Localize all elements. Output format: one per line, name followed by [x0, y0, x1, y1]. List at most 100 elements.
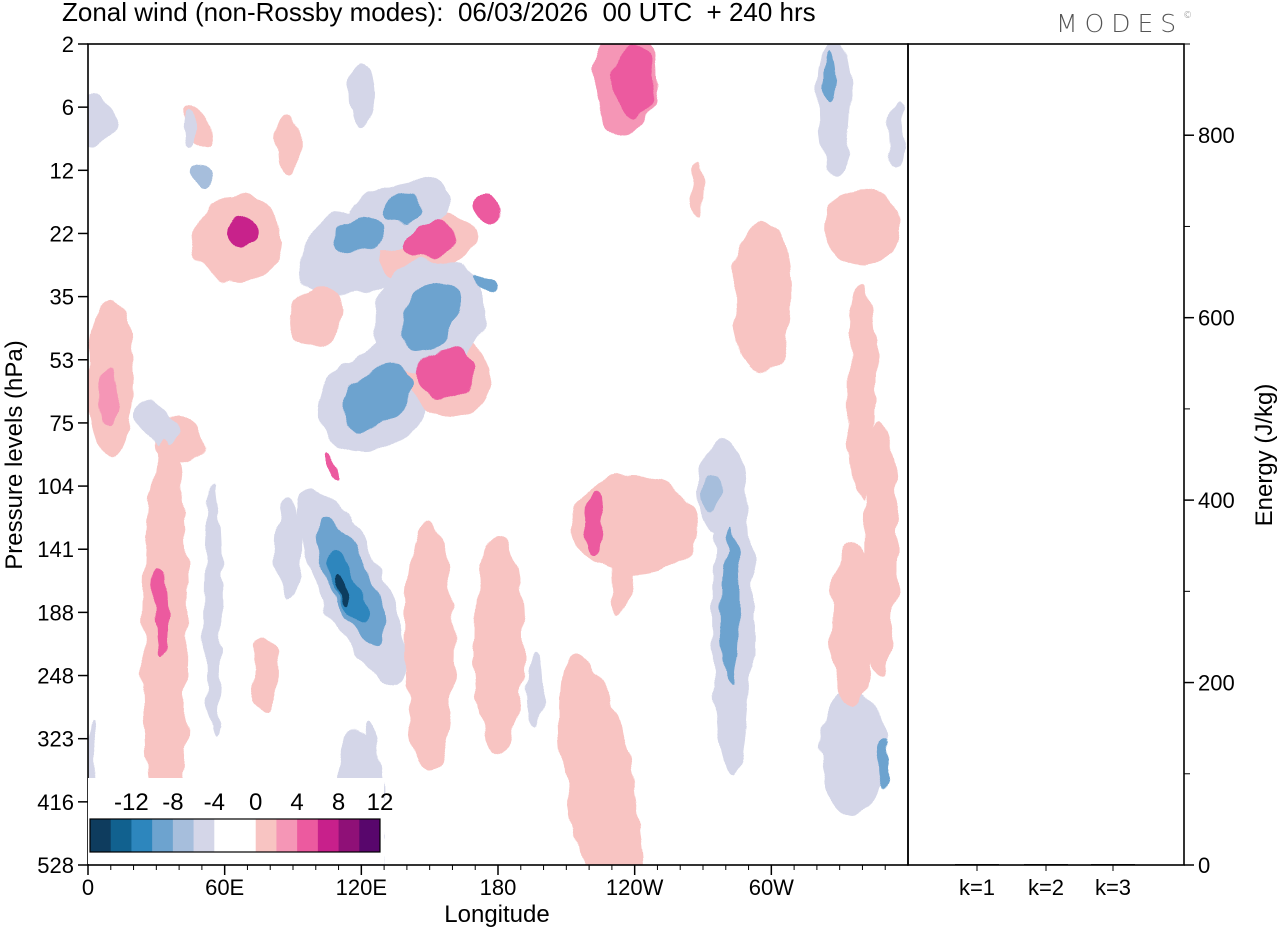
y-tick-label: 75: [50, 411, 74, 436]
energy-axis-title: Energy (J/kg): [1251, 384, 1278, 527]
colorbar-label: -4: [204, 789, 225, 816]
heatmap-cell: [472, 533, 524, 755]
colorbar-swatch: [193, 819, 215, 852]
heatmap-cell: [384, 192, 421, 225]
heatmap-cell: [472, 274, 501, 294]
y-tick-label: 141: [37, 537, 74, 562]
logo-mark: ©: [1183, 11, 1193, 21]
colorbar-swatch: [235, 819, 257, 852]
heatmap-cell: [252, 637, 280, 714]
energy-bar: [1024, 864, 1068, 866]
colorbar-label: 4: [290, 789, 303, 816]
colorbar-swatch: [110, 819, 132, 852]
y-tick-label: 416: [37, 790, 74, 815]
heatmap-cell: [277, 113, 300, 177]
energy-tick-label: 200: [1198, 671, 1235, 696]
x-tick-label: 60E: [205, 875, 244, 900]
heatmap-cell: [323, 452, 340, 482]
modes-logo: MODES©: [1056, 9, 1192, 38]
heatmap-cell: [227, 217, 259, 250]
colorbar-swatch: [338, 819, 360, 852]
y-tick-label: 22: [50, 221, 74, 246]
energy-category-label: k=3: [1095, 875, 1131, 900]
heatmap-cell: [336, 213, 386, 254]
energy-tick-label: 800: [1198, 123, 1235, 148]
heatmap-cell: [473, 193, 500, 224]
heatmap-cell: [821, 688, 886, 815]
x-tick-label: 120E: [336, 875, 387, 900]
y-tick-label: 104: [37, 474, 74, 499]
y-tick-label: 2: [62, 32, 74, 57]
colorbar-frame: [89, 818, 381, 853]
heatmap-cell: [691, 164, 706, 215]
heatmap-cell: [614, 44, 656, 120]
colorbar-label: 8: [332, 789, 345, 816]
heatmap-cell: [341, 365, 414, 430]
colorbar-swatch: [359, 819, 381, 852]
heatmap-cell: [609, 524, 633, 613]
energy-tick-label: 0: [1198, 853, 1210, 878]
energy-category-label: k=2: [1028, 875, 1064, 900]
y-axis-title: Pressure levels (hPa): [1, 340, 28, 569]
x-tick-label: 60W: [749, 875, 794, 900]
colorbar-swatch: [276, 819, 298, 852]
heatmap-cell: [204, 486, 223, 739]
colorbar-label: -12: [114, 789, 149, 816]
heatmap-cell: [334, 574, 352, 607]
energy-tick-label: 400: [1198, 488, 1235, 513]
x-axis-title: Longitude: [444, 901, 549, 928]
heatmap-cell: [871, 441, 899, 556]
colorbar-swatch: [214, 819, 236, 852]
colorbar-label: -8: [162, 789, 183, 816]
heatmap-cell: [830, 542, 877, 708]
colorbar-swatch: [297, 819, 319, 852]
x-tick-label: 0: [82, 875, 94, 900]
heatmap-cell: [417, 345, 475, 399]
colorbar-swatch: [255, 819, 277, 852]
energy-bar: [955, 864, 999, 866]
heatmap-cell: [570, 473, 699, 575]
heatmap-cell: [181, 107, 195, 145]
heatmap-cell: [876, 738, 890, 790]
heatmap-cell: [274, 498, 303, 600]
y-tick-label: 6: [62, 95, 74, 120]
heatmap-cell: [887, 100, 906, 164]
heatmap-cell: [848, 280, 877, 502]
heatmap-cell: [405, 222, 454, 257]
heatmap-cell: [404, 517, 455, 771]
colorbar-swatch: [152, 819, 174, 852]
y-tick-label: 188: [37, 600, 74, 625]
heatmap-cell: [154, 568, 168, 657]
heatmap-cell: [347, 62, 375, 127]
heatmap-cell: [135, 400, 177, 445]
heatmap-cell: [328, 552, 368, 622]
colorbar-label: 0: [249, 789, 262, 816]
colorbar-swatch: [131, 819, 153, 852]
heatmap-cell: [88, 94, 116, 146]
y-axis: 2 6 12 22 35 53 75 104 141 188 248 323 416 528: [37, 32, 88, 878]
colorbar-swatch: [90, 819, 112, 852]
heatmap-cell: [703, 473, 722, 512]
heatmap-cell: [399, 280, 461, 351]
energy-panel-frame: [907, 43, 1185, 866]
energy-tick-label: 600: [1198, 306, 1235, 331]
energy-bar: [1091, 864, 1135, 866]
heatmap-cell: [560, 652, 646, 865]
heatmap-cell: [525, 650, 544, 727]
heatmap-cell: [823, 189, 902, 265]
y-tick-label: 53: [50, 348, 74, 373]
y-tick-label: 528: [37, 853, 74, 878]
x-axis: 0 60E 120E 180 120W 60W: [82, 865, 886, 900]
colorbar-swatch: [172, 819, 194, 852]
y-tick-label: 12: [50, 158, 74, 183]
logo-text: MODES: [1056, 9, 1184, 38]
colorbar-label: 12: [367, 789, 394, 816]
y-tick-label: 35: [50, 285, 74, 310]
heatmap-cell: [584, 492, 603, 556]
energy-bars: k=1 k=2 k=3: [955, 864, 1135, 900]
energy-axis: 0 200 400 600 800: [1184, 43, 1235, 878]
x-tick-label: 120W: [606, 875, 664, 900]
y-tick-label: 323: [37, 727, 74, 752]
heatmap-cell: [101, 369, 120, 427]
